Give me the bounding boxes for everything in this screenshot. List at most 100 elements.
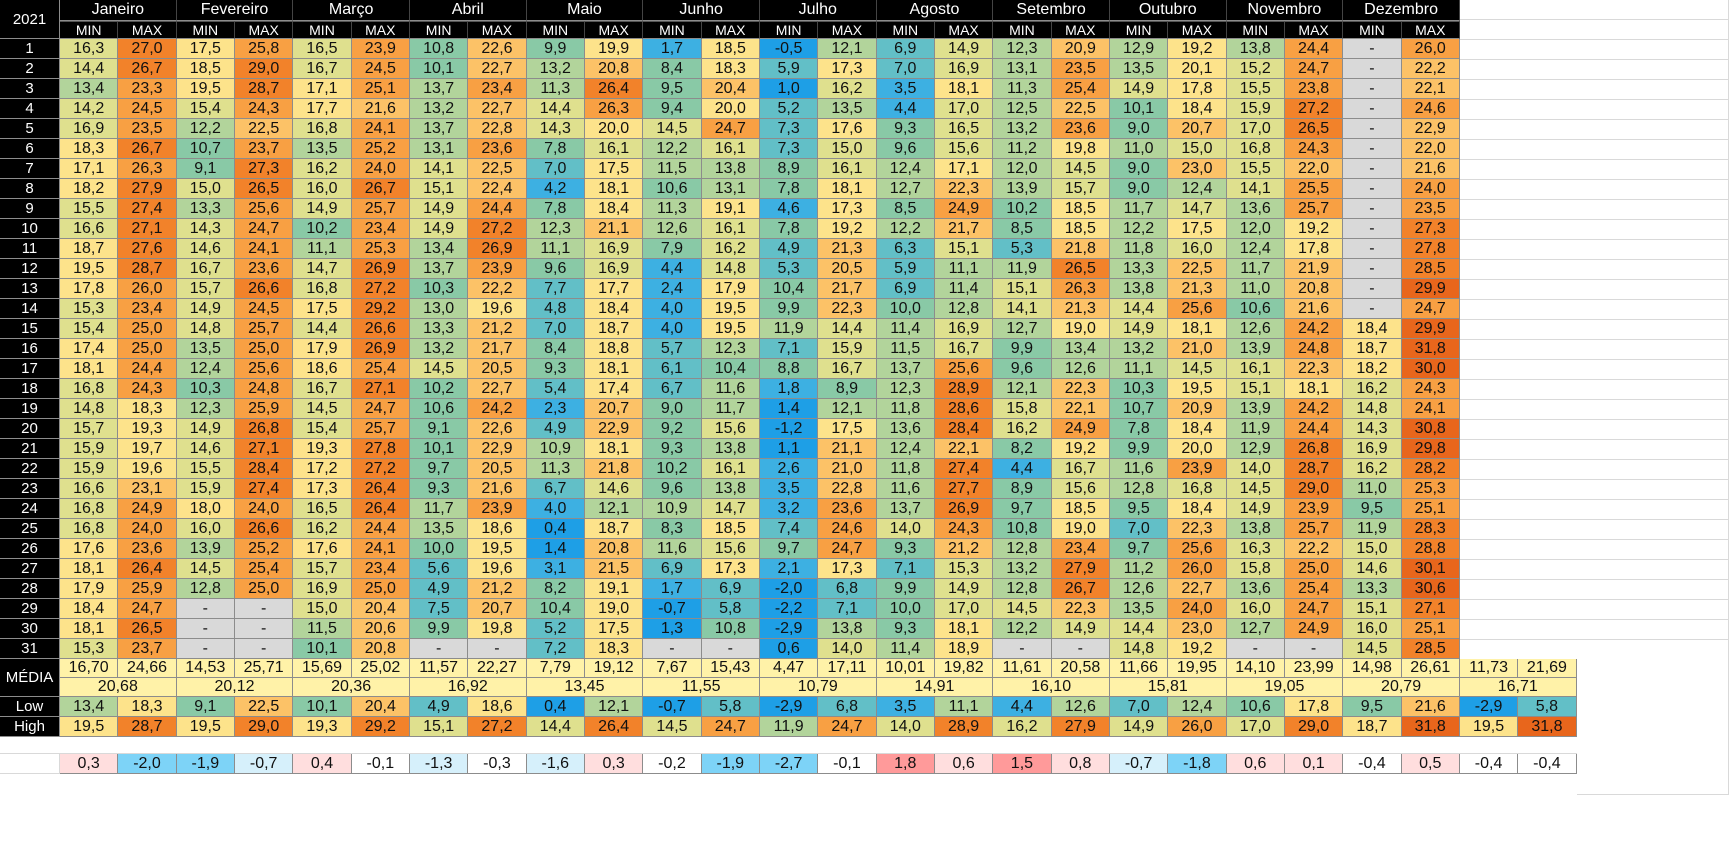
max-cell[interactable]: 18,7: [584, 319, 644, 339]
max-cell[interactable]: 15,6: [701, 419, 760, 439]
day-label[interactable]: 26: [0, 539, 60, 559]
max-cell[interactable]: 13,8: [701, 159, 760, 179]
min-cell[interactable]: 3,5: [759, 479, 819, 499]
max-cell[interactable]: 22,5: [1168, 259, 1227, 279]
min-cell[interactable]: 12,3: [876, 379, 935, 399]
min-cell[interactable]: 18,7: [60, 239, 119, 259]
low-max-cell[interactable]: 18,3: [118, 697, 177, 717]
max-cell[interactable]: 26,7: [118, 59, 177, 79]
min-cell[interactable]: 19,5: [60, 259, 119, 279]
min-cell[interactable]: 12,8: [993, 579, 1052, 599]
min-cell[interactable]: 17,8: [60, 279, 119, 299]
high-max-cell[interactable]: 28,9: [934, 717, 994, 737]
diff-min-cell[interactable]: -1,3: [409, 754, 469, 774]
min-cell[interactable]: 14,9: [1226, 499, 1285, 519]
max-cell[interactable]: 18,1: [584, 179, 644, 199]
min-cell[interactable]: 9,3: [526, 359, 585, 379]
empty-cell[interactable]: [1459, 120, 1729, 140]
day-label[interactable]: 8: [0, 179, 60, 199]
avg-max-cell[interactable]: 19,82: [934, 659, 994, 678]
min-cell[interactable]: 7,3: [759, 139, 819, 159]
avg-cell[interactable]: 11,55: [643, 678, 760, 697]
avg-cell[interactable]: 13,45: [526, 678, 644, 697]
max-cell[interactable]: 26,4: [351, 499, 410, 519]
min-cell[interactable]: 2,4: [643, 279, 702, 299]
max-cell[interactable]: 18,1: [1168, 319, 1227, 339]
max-cell[interactable]: 25,9: [234, 399, 294, 419]
low-max-cell[interactable]: 20,4: [351, 697, 410, 717]
empty-cell[interactable]: [1459, 400, 1729, 420]
min-cell[interactable]: 16,2: [293, 159, 352, 179]
min-cell[interactable]: -0,5: [759, 39, 819, 59]
empty-cell[interactable]: [1459, 460, 1729, 480]
min-cell[interactable]: 11,5: [643, 159, 702, 179]
avg-min-cell[interactable]: 11,66: [1109, 659, 1169, 678]
max-header[interactable]: MAX: [234, 21, 294, 39]
max-cell[interactable]: 23,9: [1284, 499, 1344, 519]
max-cell[interactable]: 28,7: [234, 79, 294, 99]
min-cell[interactable]: 14,9: [409, 219, 469, 239]
low-max-cell[interactable]: 5,8: [701, 697, 760, 717]
max-cell[interactable]: 19,0: [584, 599, 644, 619]
high-min-cell[interactable]: 14,4: [526, 717, 585, 737]
diff-min-cell[interactable]: -1,6: [526, 754, 585, 774]
min-cell[interactable]: 17,9: [293, 339, 352, 359]
max-cell[interactable]: 25,9: [118, 579, 177, 599]
min-cell[interactable]: 8,5: [993, 219, 1052, 239]
min-cell[interactable]: 4,0: [643, 319, 702, 339]
max-cell[interactable]: 25,4: [1284, 579, 1344, 599]
min-cell[interactable]: 16,2: [1343, 379, 1402, 399]
min-cell[interactable]: 9,7: [409, 459, 469, 479]
min-cell[interactable]: 12,2: [643, 139, 702, 159]
max-cell[interactable]: 27,3: [1401, 219, 1460, 239]
min-cell[interactable]: 6,7: [526, 479, 585, 499]
max-cell[interactable]: 21,7: [468, 339, 527, 359]
max-cell[interactable]: 16,1: [701, 219, 760, 239]
max-cell[interactable]: 23,5: [1401, 199, 1460, 219]
min-cell[interactable]: 5,4: [526, 379, 585, 399]
min-cell[interactable]: 2,1: [759, 559, 819, 579]
empty-cell[interactable]: [1459, 20, 1729, 40]
min-cell[interactable]: 0,6: [759, 639, 819, 659]
month-header[interactable]: Setembro: [993, 0, 1110, 21]
max-cell[interactable]: -: [234, 599, 294, 619]
min-cell[interactable]: 18,7: [1343, 339, 1402, 359]
min-cell[interactable]: -: [643, 639, 702, 659]
max-cell[interactable]: 28,4: [934, 419, 994, 439]
min-cell[interactable]: -: [1343, 219, 1402, 239]
year-diff-max-cell[interactable]: -0,4: [1518, 754, 1577, 774]
min-cell[interactable]: 12,3: [993, 39, 1052, 59]
max-cell[interactable]: 13,4: [1051, 339, 1110, 359]
min-cell[interactable]: 12,1: [993, 379, 1052, 399]
max-cell[interactable]: 29,0: [1284, 479, 1344, 499]
max-cell[interactable]: 22,1: [934, 439, 994, 459]
max-cell[interactable]: 26,9: [468, 239, 527, 259]
max-cell[interactable]: 25,6: [234, 199, 294, 219]
month-header[interactable]: Julho: [759, 0, 877, 21]
min-cell[interactable]: 4,9: [759, 239, 819, 259]
max-cell[interactable]: 10,4: [701, 359, 760, 379]
max-cell[interactable]: 15,7: [1051, 179, 1110, 199]
avg-max-cell[interactable]: 22,27: [468, 659, 527, 678]
day-label[interactable]: 7: [0, 159, 60, 179]
max-cell[interactable]: 23,6: [234, 259, 294, 279]
min-cell[interactable]: 14,7: [293, 259, 352, 279]
min-cell[interactable]: 14,0: [876, 519, 935, 539]
max-cell[interactable]: 30,6: [1401, 579, 1460, 599]
max-cell[interactable]: 24,4: [1284, 419, 1344, 439]
min-cell[interactable]: 1,0: [759, 79, 819, 99]
max-cell[interactable]: 18,4: [584, 299, 644, 319]
high-min-cell[interactable]: 19,3: [293, 717, 352, 737]
min-cell[interactable]: 15,7: [60, 419, 119, 439]
min-cell[interactable]: 16,1: [1226, 359, 1285, 379]
empty-cell[interactable]: [1459, 240, 1729, 260]
min-cell[interactable]: 18,1: [60, 559, 119, 579]
min-cell[interactable]: 15,9: [1226, 99, 1285, 119]
max-cell[interactable]: 16,9: [584, 239, 644, 259]
max-cell[interactable]: 21,2: [934, 539, 994, 559]
day-label[interactable]: 15: [0, 319, 60, 339]
max-cell[interactable]: 22,8: [468, 119, 527, 139]
min-cell[interactable]: 13,1: [409, 139, 469, 159]
avg-cell[interactable]: 16,92: [409, 678, 527, 697]
min-cell[interactable]: 10,0: [876, 599, 935, 619]
